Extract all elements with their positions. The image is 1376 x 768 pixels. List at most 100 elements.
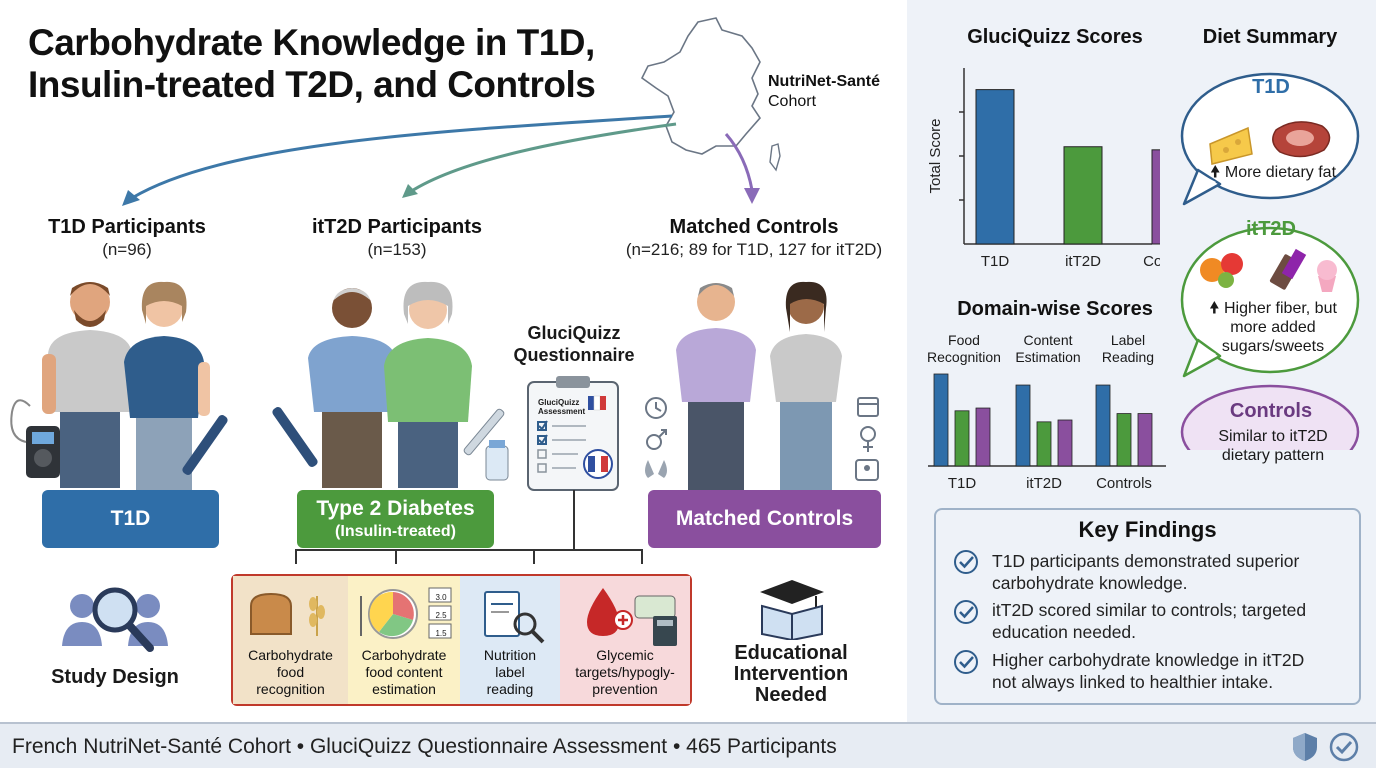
t2d-man-figure xyxy=(308,288,396,488)
insulin-vial-icon xyxy=(485,440,509,481)
domain-3-line-1: Nutrition xyxy=(483,647,537,663)
fruit-icon xyxy=(1200,253,1243,288)
diet-t1d-label: T1D xyxy=(1252,76,1290,98)
domain-tick-label-2: itT2D xyxy=(1026,475,1062,492)
calendar-icon xyxy=(857,397,879,417)
domain-background-1 xyxy=(233,576,348,704)
clipboard-line-1: GluciQuizz xyxy=(538,398,580,407)
domain-label-reading: Nutrition label reading xyxy=(460,574,560,706)
portion-values: 3.0 2.5 1.5 xyxy=(430,589,452,643)
domain-bar-2-t1d xyxy=(1015,384,1031,467)
up-arrow-icon: 🠝 xyxy=(1209,300,1220,317)
study-design-label: Study Design xyxy=(51,666,179,688)
t1d-box-label: T1D xyxy=(110,507,151,531)
diet-t1d-desc: More dietary fat xyxy=(1224,164,1337,181)
domain-icons xyxy=(250,587,677,646)
t1d-heading: T1D Participants xyxy=(48,216,206,238)
clipboard-title: GluciQuizz Assessment xyxy=(538,398,585,416)
t2d-box-label: Type 2 Diabetes xyxy=(316,497,475,521)
control-man-figure xyxy=(676,283,756,490)
domain-food-recognition: Carbohydrate food recognition xyxy=(233,574,348,706)
questionnaire-label: GluciQuizz Questionnaire xyxy=(512,322,636,366)
diet-t2d-line-3: sugars/sweets xyxy=(1221,338,1325,355)
domain-4-line-1: Glycemic xyxy=(596,647,654,663)
cohort-name: NutriNet-Santé xyxy=(768,73,881,90)
t2d-box-sublabel: (Insulin-treated) xyxy=(335,523,456,541)
domain-bar-3-t1d xyxy=(1095,384,1111,467)
finding-3-line-1: Higher carbohydrate knowledge in itT2D xyxy=(992,650,1305,670)
portion-value-1: 3.0 xyxy=(435,593,447,602)
magnifier-icon xyxy=(513,612,545,644)
key-findings-box xyxy=(934,508,1361,705)
cohort-map-arrows xyxy=(122,17,781,206)
study-design-icon xyxy=(62,587,168,652)
t1d-count: (n=96) xyxy=(102,240,152,259)
controls-box-label: Matched Controls xyxy=(675,507,854,531)
domain-glycemic-targets: Glycemic targets/hypogly- prevention xyxy=(560,574,690,706)
scores-tick-label-2: itT2D xyxy=(1065,253,1101,270)
scores-bar-controls xyxy=(1151,149,1160,245)
domain-label-content-line-2: Estimation xyxy=(1015,349,1081,365)
check-circle-icon xyxy=(954,650,978,674)
finding-1-line-1: T1D participants demonstrated superior xyxy=(992,551,1300,571)
portion-value-2: 2.5 xyxy=(435,611,447,620)
diet-controls-label: Controls xyxy=(1229,400,1313,422)
diet-t2d-line-2: more added xyxy=(1230,319,1316,336)
controls-group-box: Matched Controls xyxy=(648,490,881,548)
diet-bubbles xyxy=(1180,72,1360,450)
arrow-to-t1d xyxy=(131,114,673,200)
page-title: Carbohydrate Knowledge in T1D, Insulin-t… xyxy=(28,22,668,106)
title-line-1: Carbohydrate Knowledge in T1D, xyxy=(28,22,595,63)
insulin-pump-icon xyxy=(10,399,60,478)
questionnaire-label-line-2: Questionnaire xyxy=(513,345,635,365)
domain-1-line-1: Carbohydrate xyxy=(248,647,333,663)
clock-icon xyxy=(645,397,667,419)
education-line-1: Educational xyxy=(734,642,848,664)
domain-label-reading-line-1: Label xyxy=(1110,332,1146,348)
domain-bar-3-controls xyxy=(1137,413,1153,467)
portion-value-3: 1.5 xyxy=(435,629,447,638)
finding-3-line-2: not always linked to healthier intake. xyxy=(992,672,1274,692)
syringe-icon xyxy=(463,408,505,456)
finding-1-line-2: carbohydrate knowledge. xyxy=(992,573,1188,593)
domain-bar-3-itt2d xyxy=(1116,413,1132,467)
scores-y-label: Total Score xyxy=(927,118,944,193)
domain-1-line-3: recognition xyxy=(256,681,325,697)
check-badge-icon xyxy=(1329,732,1359,762)
domain-bar-1-t1d xyxy=(933,373,949,467)
domains-panel xyxy=(231,574,692,706)
education-label: Educational Intervention Needed xyxy=(726,643,856,706)
domain-label-reading-line-2: Reading xyxy=(1101,349,1155,365)
domain-label-content: Content Estimation xyxy=(1006,332,1090,366)
domain-1-line-2: food xyxy=(276,664,305,680)
diet-t2d-label: itT2D xyxy=(1246,218,1296,240)
controls-heading: Matched Controls xyxy=(669,216,839,238)
t2d-heading: itT2D Participants xyxy=(311,216,483,238)
scores-tick-label-3: Controls xyxy=(1143,253,1160,270)
controls-count: (n=216; 89 for T1D, 127 for itT2D) xyxy=(625,240,883,259)
finding-1: T1D participants demonstrated superior c… xyxy=(992,550,1352,594)
t1d-woman-figure xyxy=(124,281,210,490)
portion-scale-icon xyxy=(428,587,452,639)
domain-content-estimation: Carbohydrate food content estimation xyxy=(348,574,460,706)
arrow-to-t2d xyxy=(409,122,677,194)
diet-t2d-text: 🠝 Higher fiber, but more added sugars/sw… xyxy=(1190,299,1356,356)
diet-t2d-line-1: Higher fiber, but xyxy=(1223,300,1337,317)
food-tray-icon xyxy=(634,595,676,619)
nutrition-label-icon xyxy=(484,591,520,637)
domain-label-reading-chart: Label Reading xyxy=(1090,332,1166,366)
check-circle-icon xyxy=(954,600,978,624)
education-line-3: Needed xyxy=(754,684,828,706)
scores-chart-title: GluciQuizz Scores xyxy=(967,26,1143,48)
t2d-woman-figure xyxy=(384,281,472,488)
scores-chart: Total Score T1D itT2D Controls xyxy=(927,68,1160,270)
corsica-icon xyxy=(769,143,781,172)
education-book-icon xyxy=(760,580,824,640)
domain-bar-2-controls xyxy=(1057,419,1073,467)
diet-controls-line-2: dietary pattern xyxy=(1221,447,1325,464)
t2d-pen-icon xyxy=(272,407,318,467)
domain-4-line-2: targets/hypogly- xyxy=(575,664,675,680)
domain-3-line-2: label xyxy=(495,664,525,680)
title-line-2: Insulin-treated T2D, and Controls xyxy=(28,64,596,105)
clipboard-line-2: Assessment xyxy=(538,407,586,416)
